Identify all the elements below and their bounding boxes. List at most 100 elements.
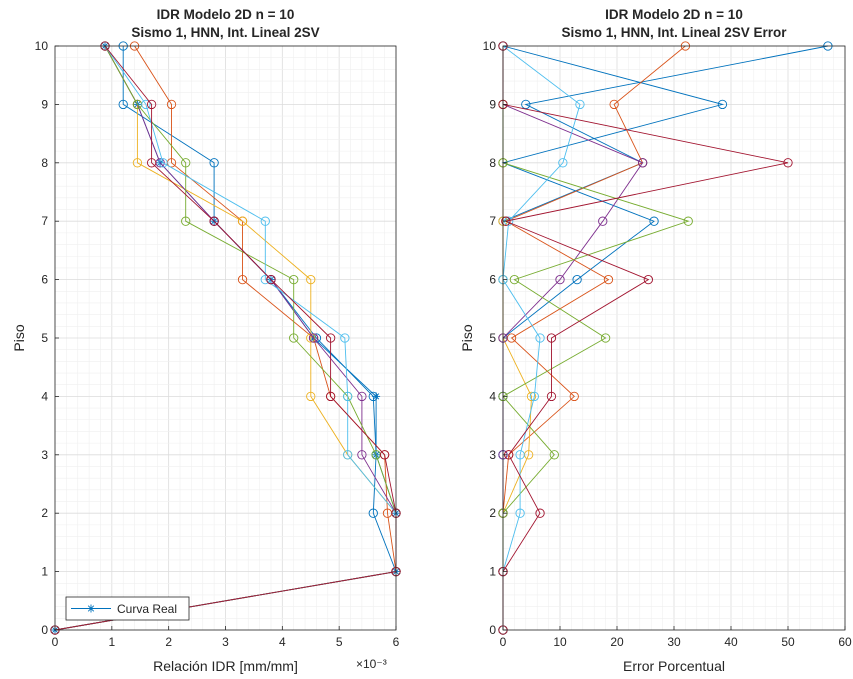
y-tick-label: 8 [489, 156, 496, 170]
y-tick-label: 5 [41, 331, 48, 345]
y-tick-label: 10 [483, 39, 497, 53]
data-point [603, 274, 614, 285]
data-point [237, 216, 248, 226]
data-point [546, 391, 557, 402]
data-point [357, 391, 367, 402]
data-point [260, 274, 270, 285]
data-point [343, 450, 353, 460]
x-axis-label: Relación IDR [mm/mm] [153, 658, 298, 674]
x-tick-label: 0 [500, 635, 507, 649]
y-tick-label: 2 [489, 506, 496, 520]
chart-title: IDR Modelo 2D n = 10 [157, 7, 295, 22]
data-point [609, 99, 619, 110]
chart-right: 0 10 20 30 40 50 60 0 1 2 3 4 5 6 7 8 9 10 IDR Modelo 2D … [459, 7, 852, 674]
y-axis-label: Piso [11, 324, 27, 351]
data-point [515, 508, 525, 518]
series-line [502, 46, 789, 630]
data-point [237, 274, 248, 285]
data-point [340, 333, 350, 343]
series-line [54, 46, 397, 631]
data-point [325, 391, 336, 402]
x-tick-label: 40 [724, 635, 738, 649]
data-point [535, 508, 545, 518]
data-point [555, 274, 565, 285]
data-point [515, 450, 525, 460]
data-point [118, 99, 128, 110]
data-point [529, 391, 539, 402]
data-point [643, 274, 653, 285]
data-point [368, 391, 378, 402]
x-tick-label: 1 [108, 635, 115, 649]
data-point [209, 216, 219, 226]
chart-title: IDR Modelo 2D n = 10 [605, 7, 743, 22]
y-tick-label: 7 [489, 214, 496, 228]
data-point [260, 216, 270, 226]
x-exponent-label: ×10⁻³ [356, 657, 387, 671]
data-point [683, 216, 693, 226]
y-tick-label: 3 [41, 448, 48, 462]
data-point [343, 391, 353, 402]
legend-entry-curva-real: Curva Real [117, 602, 177, 616]
x-tick-label: 60 [838, 635, 852, 649]
x-tick-label: 10 [553, 635, 567, 649]
y-tick-label: 9 [41, 97, 48, 111]
data-point [521, 99, 531, 110]
data-point [311, 333, 322, 343]
x-tick-label: 50 [781, 635, 795, 649]
y-tick-label: 9 [489, 97, 496, 111]
data-point [638, 158, 648, 168]
series-line [502, 45, 581, 630]
data-point [209, 158, 219, 168]
y-tick-label: 7 [41, 214, 48, 228]
y-tick-label: 6 [41, 273, 48, 287]
data-point [325, 333, 336, 343]
y-tick-label: 0 [41, 623, 48, 637]
data-point [181, 216, 191, 226]
data-point [783, 158, 793, 168]
y-tick-label: 4 [489, 389, 496, 403]
y-tick-label: 1 [41, 565, 48, 579]
y-tick-label: 8 [41, 156, 48, 170]
data-point [308, 333, 319, 343]
data-point [600, 333, 611, 343]
data-point [598, 216, 608, 226]
x-tick-label: 4 [279, 635, 286, 649]
y-tick-label: 6 [489, 273, 496, 287]
data-point [306, 274, 316, 285]
y-tick-label: 2 [41, 506, 48, 520]
data-point [649, 216, 659, 226]
tick-labels: 0 1 2 3 4 5 6 0 1 2 3 4 5 6 7 8 9 10 [35, 39, 400, 649]
y-tick-label: 10 [35, 39, 49, 53]
data-point [132, 158, 143, 168]
data-point [266, 274, 276, 285]
data-point [558, 158, 568, 168]
data-point [357, 450, 367, 460]
y-tick-label: 4 [41, 389, 48, 403]
x-tick-label: 3 [222, 635, 229, 649]
x-tick-label: 5 [336, 635, 343, 649]
data-point [572, 274, 582, 285]
data-point [501, 216, 511, 226]
data-point [526, 391, 537, 402]
data-point [549, 450, 559, 460]
data-point [166, 99, 177, 110]
x-tick-label: 30 [667, 635, 681, 649]
data-point [141, 99, 151, 110]
data-point [569, 391, 579, 402]
data-point [575, 99, 585, 110]
data-point [717, 99, 728, 110]
data-point [158, 158, 168, 168]
data-point [535, 333, 545, 343]
data-point [509, 274, 520, 285]
x-tick-label: 20 [610, 635, 624, 649]
chart-subtitle: Sismo 1, HNN, Int. Lineal 2SV Error [561, 25, 787, 40]
legend[interactable]: Curva Real [65, 596, 190, 621]
chart-subtitle: Sismo 1, HNN, Int. Lineal 2SV [131, 25, 319, 40]
y-tick-label: 5 [489, 331, 496, 345]
asterisk-marker-icon [87, 604, 95, 613]
tick-labels: 0 10 20 30 40 50 60 0 1 2 3 4 5 6 7 8 9 10 [483, 39, 852, 649]
y-tick-label: 3 [489, 448, 496, 462]
data-point [289, 333, 299, 343]
data-point [146, 158, 157, 168]
